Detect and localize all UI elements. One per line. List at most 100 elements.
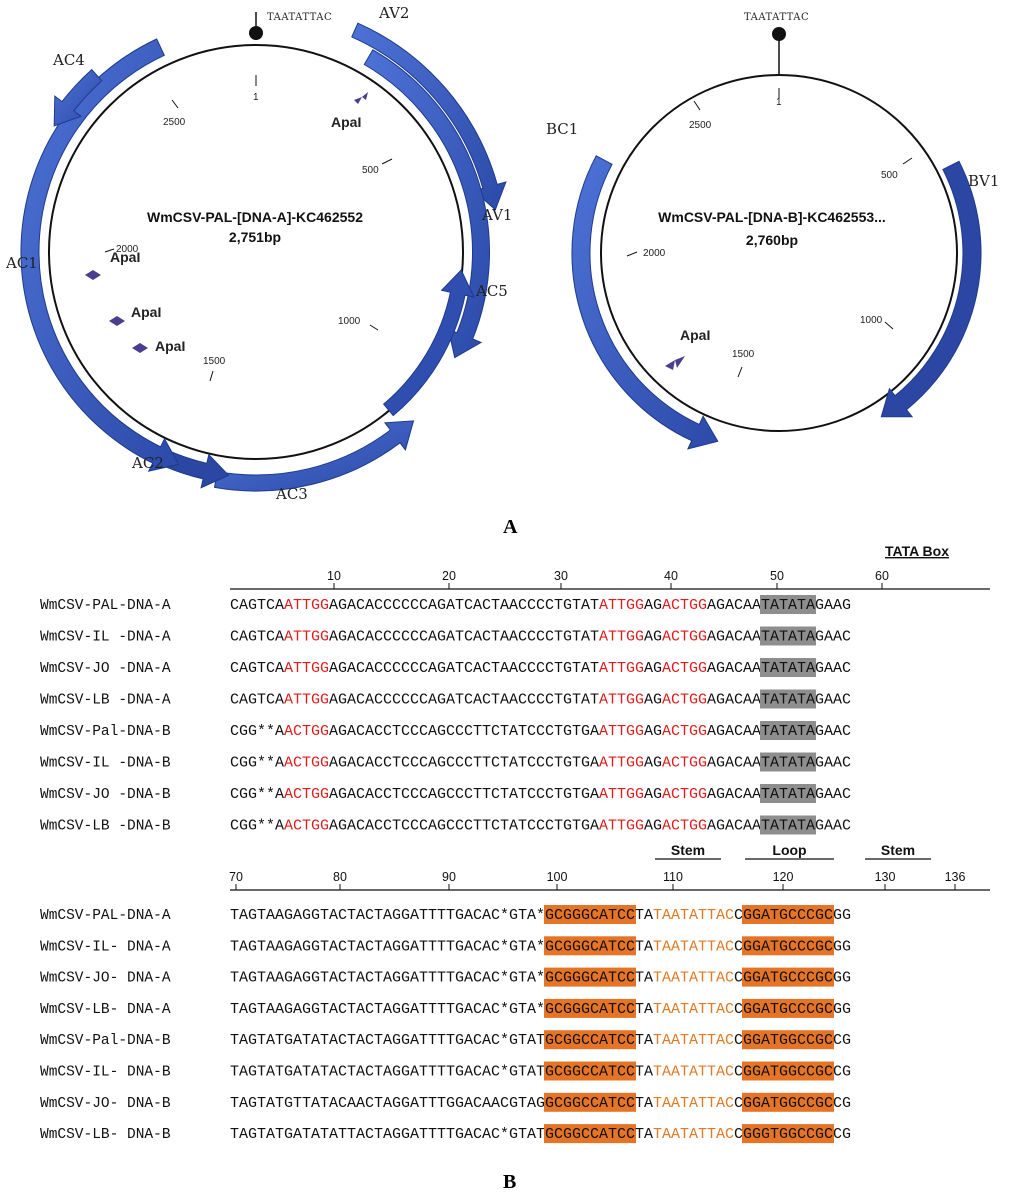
sequence-segment: ATTGG [284,597,329,614]
sequence-segment: C [734,907,743,924]
dna-a-tick-1500: 1500 [203,356,226,367]
sequence-segment: GGATGCCCGC [743,907,833,924]
sequence-segment: ACTGG [284,755,329,772]
sequence-segment: C [734,970,743,987]
sequence-name: WmCSV-PAL-DNA-A [40,598,171,614]
sequence-segment: GG [833,970,851,987]
sequence-segment: CAGTCA [230,597,284,614]
stem-highlight [544,967,636,987]
sequence-segment: CAGTCA [230,629,284,646]
sequence-segment: GAAC [815,786,851,803]
sequence-segment: ATTGG [599,660,644,677]
sequence-segment: AGACACCTCCCAGCCCTTCTATCCCTGTGA [329,723,599,740]
av1-arrow [363,49,490,359]
sequence-segment: C [734,1064,743,1081]
sequence-segment: TAGTAAGAGGTACTACTAGGATTTTGACAC*GTA* [230,970,545,987]
gene-label-bv1: BV1 [968,172,999,190]
sequence-segment: TA [635,1095,653,1112]
sequence-segment: ACTGG [662,755,707,772]
sequence-segment: ATTGG [599,723,644,740]
tata-box-label: TATA Box [885,543,949,559]
ruler-number: 10 [327,569,341,583]
gene-label-bc1: BC1 [546,120,578,138]
sequence-segment: GAAC [815,755,851,772]
sequence-segment: TAATATTAC [653,938,734,955]
sequence-segment: AGACAA [707,786,761,803]
sequence-segment: GAAC [815,723,851,740]
stem-highlight [742,967,834,987]
sequence-segment: TAGTAAGAGGTACTACTAGGATTTTGACAC*GTA* [230,907,545,924]
sequence-name: WmCSV-JO -DNA-A [40,661,171,677]
sequence-segment: GGATGCCCGC [743,1001,833,1018]
sequence-segment: ACTGG [284,818,329,835]
stem-highlight [544,905,636,924]
stem-highlight [742,1030,834,1050]
apai-site-marker [85,270,101,280]
dna-a-origin-marker [249,26,263,40]
sequence-segment: AGACACCTCCCAGCCCTTCTATCCCTGTGA [329,786,599,803]
dna-a-tick-1: 1 [253,92,259,103]
sequence-segment: AG [644,597,662,614]
sequence-segment: AGACAA [707,723,761,740]
sequence-segment: TATATA [761,660,815,677]
sequence-segment: TA [635,938,653,955]
sequence-segment: TATATA [761,755,815,772]
stem-highlight [742,998,834,1018]
sequence-segment: TAGTATGTTATACAACTAGGATTTGGACAACGTAG [230,1095,545,1112]
dna-b-tick-1: 1 [776,97,782,108]
gene-label-ac3: AC3 [275,485,308,503]
sequence-segment: ATTGG [284,629,329,646]
ruler-number: 80 [333,870,347,884]
sequence-segment: TAATATTAC [653,1095,734,1112]
dna-b-gene-arrows [571,155,982,450]
sequence-segment: TATATA [761,692,815,709]
sequence-segment: AGACAA [707,755,761,772]
sequence-segment: TAATATTAC [653,907,734,924]
ruler-number: 130 [875,870,896,884]
gene-label-ac4: AC4 [52,51,85,69]
ruler-number: 70 [229,870,243,884]
sequence-segment: ATTGG [599,629,644,646]
sequence-segment: C [734,1032,743,1049]
tata-highlight [760,595,816,614]
sequence-segment: TAGTAAGAGGTACTACTAGGATTTTGACAC*GTA* [230,1001,545,1018]
av2-arrow [351,22,507,211]
stem-highlight [544,1124,636,1144]
sequence-segment: ACTGG [662,723,707,740]
tata-highlight [760,689,816,709]
sequence-segment: GG [833,938,851,955]
sequence-name: WmCSV-IL -DNA-B [40,756,171,772]
sequence-segment: ACTGG [662,629,707,646]
sequence-name: WmCSV-PAL-DNA-A [40,908,171,924]
region-label-stem: Stem [881,842,915,858]
sequence-segment: TAATATTAC [653,1032,734,1049]
gene-label-ac5: AC5 [475,282,508,300]
alignment-block-2: 70 80 90 100 110 120 130 136 WmCSV-PAL-DNA-A TAGT… [40,870,990,1144]
sequence-segment: GAAC [815,629,851,646]
sequence-segment: GCGGGCATCC [545,1001,635,1018]
dna-a-gene-arrows [20,22,507,492]
sequence-segment: AGACAA [707,818,761,835]
sequence-segment: ATTGG [599,597,644,614]
tata-highlight [760,784,816,803]
sequence-segment: TAATATTAC [653,970,734,987]
stem-highlight [742,1092,834,1112]
sequence-segment: CGG**A [230,786,284,803]
ac4-arrow [53,68,103,127]
sequence-segment: AG [644,660,662,677]
gene-label-av2: AV2 [378,4,409,22]
stem-highlight [742,1061,834,1081]
dna-b-tick-2000: 2000 [643,248,666,259]
gene-label-ac1: AC1 [5,254,38,272]
tata-highlight [760,721,816,740]
apai-site-marker [665,356,685,370]
sequence-segment: AGACACCTCCCAGCCCTTCTATCCCTGTGA [329,755,599,772]
sequence-name: WmCSV-JO- DNA-A [40,971,171,987]
tata-highlight [760,658,816,677]
sequence-segment: GGATGCCCGC [743,938,833,955]
sequence-segment: GCGGCCATCC [545,1126,635,1143]
dna-a-nonanucleotide: TAATATTAC [267,12,332,23]
